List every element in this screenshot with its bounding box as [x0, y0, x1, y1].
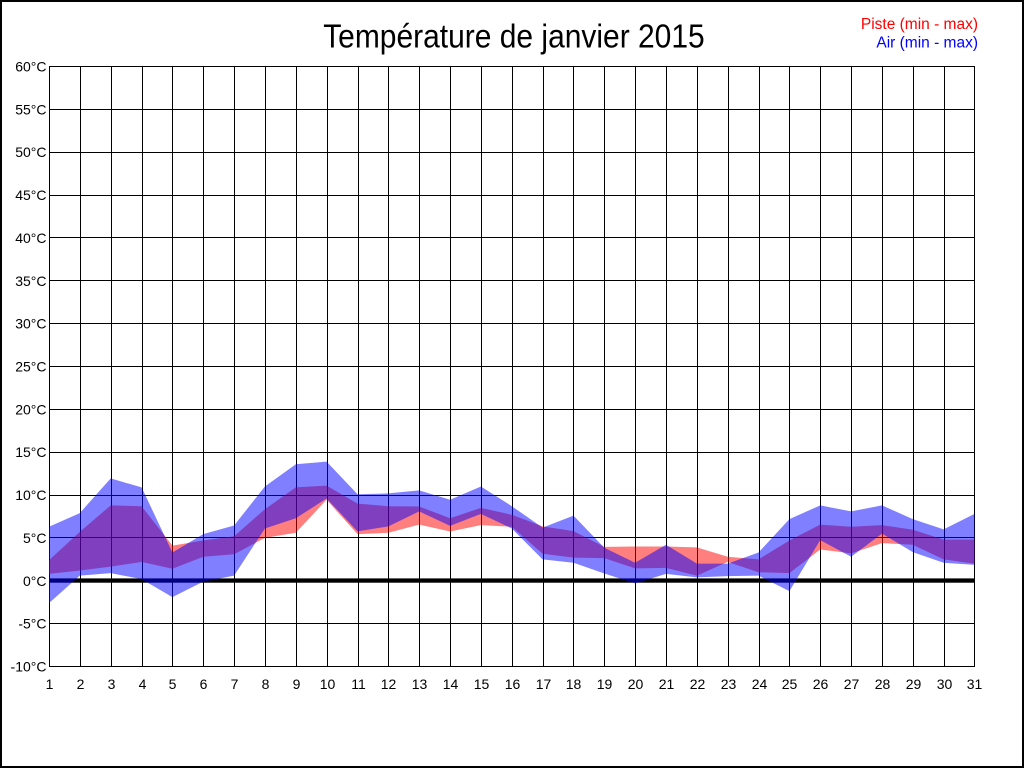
svg-text:26: 26	[813, 676, 829, 692]
svg-text:17: 17	[536, 676, 552, 692]
svg-text:-10°C: -10°C	[11, 659, 47, 675]
svg-text:10: 10	[320, 676, 336, 692]
svg-text:15°C: 15°C	[15, 444, 46, 460]
svg-text:5°C: 5°C	[23, 530, 47, 546]
svg-text:30°C: 30°C	[15, 316, 46, 332]
svg-text:30: 30	[937, 676, 953, 692]
svg-text:13: 13	[412, 676, 428, 692]
svg-text:10°C: 10°C	[15, 487, 46, 503]
svg-text:18: 18	[566, 676, 582, 692]
svg-text:29: 29	[906, 676, 922, 692]
svg-text:5: 5	[169, 676, 177, 692]
svg-text:4: 4	[139, 676, 147, 692]
svg-text:-5°C: -5°C	[18, 616, 46, 632]
svg-text:15: 15	[474, 676, 490, 692]
svg-text:45°C: 45°C	[15, 187, 46, 203]
svg-text:9: 9	[293, 676, 301, 692]
svg-text:40°C: 40°C	[15, 230, 46, 246]
svg-text:14: 14	[443, 676, 459, 692]
svg-text:Température de janvier 2015: Température de janvier 2015	[323, 18, 705, 55]
svg-text:25°C: 25°C	[15, 359, 46, 375]
svg-text:28: 28	[875, 676, 891, 692]
svg-text:23: 23	[721, 676, 737, 692]
svg-text:55°C: 55°C	[15, 101, 46, 117]
svg-text:Piste (min - max): Piste (min - max)	[861, 16, 978, 33]
svg-text:31: 31	[967, 676, 983, 692]
svg-text:22: 22	[690, 676, 706, 692]
svg-text:21: 21	[659, 676, 675, 692]
svg-text:16: 16	[505, 676, 521, 692]
svg-text:24: 24	[752, 676, 768, 692]
svg-text:Air (min - max): Air (min - max)	[876, 35, 978, 52]
svg-text:0°C: 0°C	[23, 573, 47, 589]
svg-text:25: 25	[782, 676, 798, 692]
svg-text:7: 7	[231, 676, 239, 692]
svg-text:8: 8	[262, 676, 270, 692]
svg-text:19: 19	[597, 676, 613, 692]
svg-text:2: 2	[77, 676, 85, 692]
svg-text:6: 6	[200, 676, 208, 692]
svg-text:12: 12	[381, 676, 397, 692]
svg-text:35°C: 35°C	[15, 273, 46, 289]
svg-text:1: 1	[46, 676, 54, 692]
svg-text:60°C: 60°C	[15, 59, 46, 75]
svg-text:11: 11	[351, 676, 366, 692]
svg-text:20: 20	[628, 676, 644, 692]
svg-text:3: 3	[108, 676, 116, 692]
svg-text:50°C: 50°C	[15, 144, 46, 160]
svg-text:27: 27	[844, 676, 860, 692]
svg-text:20°C: 20°C	[15, 401, 46, 417]
